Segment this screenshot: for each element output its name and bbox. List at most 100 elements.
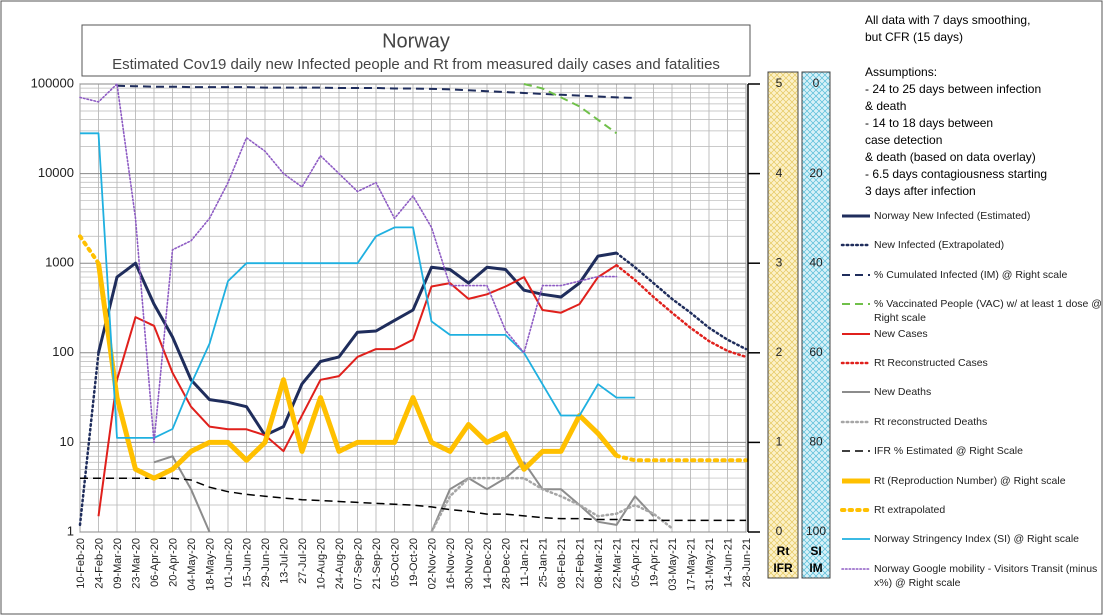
- legend-swatch: [842, 273, 870, 276]
- x-tick-label: 28-Jun-21: [741, 538, 753, 588]
- note-line: Assumptions:: [865, 65, 938, 79]
- y2-tick-label: 5: [776, 76, 783, 90]
- y-tick-label: 100: [52, 344, 74, 359]
- legend-item: Rt extrapolated: [840, 500, 1102, 529]
- x-tick-label: 08-Mar-21: [593, 538, 605, 589]
- y-tick-label: 1000: [45, 255, 74, 270]
- legend-swatch: [842, 391, 870, 394]
- series-line: [116, 84, 636, 99]
- legend: Norway New Infected (Estimated) New Infec…: [840, 206, 1102, 589]
- y3-tick-label: 0: [813, 76, 820, 90]
- plot: [78, 83, 748, 532]
- legend-item: Rt reconstructed Deaths: [840, 412, 1102, 441]
- x-tick-label: 08-Feb-21: [556, 538, 568, 589]
- legend-swatch: [842, 450, 870, 452]
- x-tick-label: 24-Aug-20: [334, 538, 346, 589]
- y3-tick-label: 80: [809, 435, 823, 449]
- note-group: All data with 7 days smoothing, but CFR (…: [865, 12, 1100, 46]
- note-line: but CFR (15 days): [865, 30, 964, 44]
- legend-swatch: [840, 361, 872, 365]
- x-tick-label: 19-Apr-21: [648, 538, 660, 587]
- note-group: Assumptions: - 24 to 25 days between infe…: [865, 64, 1100, 200]
- legend-swatch: [840, 244, 872, 247]
- legend-label: Rt reconstructed Deaths: [874, 415, 988, 428]
- legend-label: Norway New Infected (Estimated): [874, 210, 1031, 222]
- legend-label: Rt Reconstructed Cases: [874, 356, 988, 369]
- x-tick-label: 24-Feb-20: [93, 538, 105, 589]
- legend-swatch: [842, 538, 870, 541]
- legend-label: Rt extrapolated: [874, 503, 946, 516]
- legend-swatch: [842, 332, 870, 335]
- legend-swatch: [842, 478, 870, 484]
- x-tick-label: 04-May-20: [186, 538, 198, 591]
- chart-title: Norway: [382, 30, 450, 52]
- legend-item: New Deaths: [840, 382, 1102, 411]
- legend-item: Norway Google mobility - Visitors Transi…: [840, 559, 1102, 589]
- legend-swatch: [842, 303, 870, 306]
- legend-label: Norway Google mobility - Visitors Transi…: [874, 562, 1098, 589]
- legend-item: IFR % Estimated @ Right Scale: [840, 441, 1102, 470]
- legend-item: Rt Reconstructed Cases: [840, 353, 1102, 382]
- legend-label: % Vaccinated People (VAC) w/ at least 1 …: [874, 298, 1102, 325]
- y2-tick-label: 2: [776, 345, 783, 359]
- y2-tick-label: 3: [776, 255, 783, 269]
- series-line: [523, 83, 618, 135]
- y3-axis-label: SI: [810, 544, 821, 558]
- legend-swatch: [841, 567, 871, 570]
- legend-item: New Infected (Extrapolated): [840, 235, 1102, 264]
- y2-tick-label: 0: [776, 524, 783, 538]
- legend-item: Rt (Reproduction Number) @ Right scale: [840, 471, 1102, 500]
- y2-axis-label: Rt: [777, 544, 790, 558]
- x-tick-label: 27-Jul-20: [297, 538, 309, 584]
- y2-tick-label: 4: [776, 166, 783, 180]
- x-tick-label: 09-Mar-20: [112, 538, 124, 589]
- x-tick-label: 19-Oct-20: [408, 538, 420, 587]
- legend-label: New Infected (Extrapolated): [874, 239, 1005, 252]
- y3-tick-label: 60: [809, 345, 823, 359]
- x-tick-label: 10-Aug-20: [315, 538, 327, 589]
- x-tick-label: 15-Jun-20: [241, 538, 253, 588]
- legend-label: Rt (Reproduction Number) @ Right scale: [874, 474, 1066, 487]
- series-line: [78, 234, 748, 463]
- series-line: [97, 264, 618, 517]
- y-tick-label: 10: [60, 434, 74, 449]
- x-tick-label: 18-May-20: [204, 538, 216, 591]
- si-axis-box: [801, 71, 831, 579]
- y3-axis-label: IM: [809, 561, 822, 575]
- note-line: - 14 to 18 days between: [865, 116, 994, 130]
- x-tick-label: 28-Dec-20: [500, 538, 512, 589]
- note-line: case detection: [865, 133, 943, 147]
- note-line: - 24 to 25 days between infection: [865, 82, 1042, 96]
- x-tick-label: 22-Mar-21: [611, 538, 623, 589]
- legend-label: Norway Stringency Index (SI) @ Right sca…: [874, 533, 1079, 546]
- x-tick-label: 21-Sep-20: [371, 538, 383, 589]
- legend-swatch: [840, 420, 872, 423]
- y3-tick-label: 40: [809, 255, 823, 269]
- series-line: [97, 251, 617, 437]
- legend-label: IFR % Estimated @ Right Scale: [874, 445, 1023, 458]
- note-line: - 6.5 days contagiousness starting: [865, 167, 1048, 181]
- legend-label: New Cases: [874, 327, 928, 340]
- series-line: [96, 262, 619, 481]
- legend-item: Norway New Infected (Estimated): [840, 206, 1102, 235]
- x-tick-label: 07-Sep-20: [352, 538, 364, 589]
- series-line: [79, 83, 618, 444]
- y2-axis-label: IFR: [773, 561, 793, 575]
- x-tick-label: 14-Jun-21: [722, 538, 734, 588]
- series-line: [80, 132, 635, 439]
- x-tick-label: 14-Dec-20: [482, 538, 494, 589]
- chart-subtitle: Estimated Cov19 daily new Infected peopl…: [112, 56, 720, 73]
- x-tick-label: 05-Apr-21: [630, 538, 642, 587]
- x-tick-label: 06-Apr-20: [149, 538, 161, 587]
- note-line: 3 days after infection: [865, 184, 976, 198]
- x-tick-label: 25-Jan-21: [537, 538, 549, 588]
- legend-swatch: [842, 214, 870, 218]
- y-tick-label: 10000: [38, 165, 74, 180]
- legend-label: New Deaths: [874, 386, 932, 399]
- y3-tick-label: 20: [809, 166, 823, 180]
- series-line: [430, 476, 674, 532]
- x-tick-label: 05-Oct-20: [389, 538, 401, 587]
- legend-label: % Cumulated Infected (IM) @ Right scale: [874, 268, 1068, 281]
